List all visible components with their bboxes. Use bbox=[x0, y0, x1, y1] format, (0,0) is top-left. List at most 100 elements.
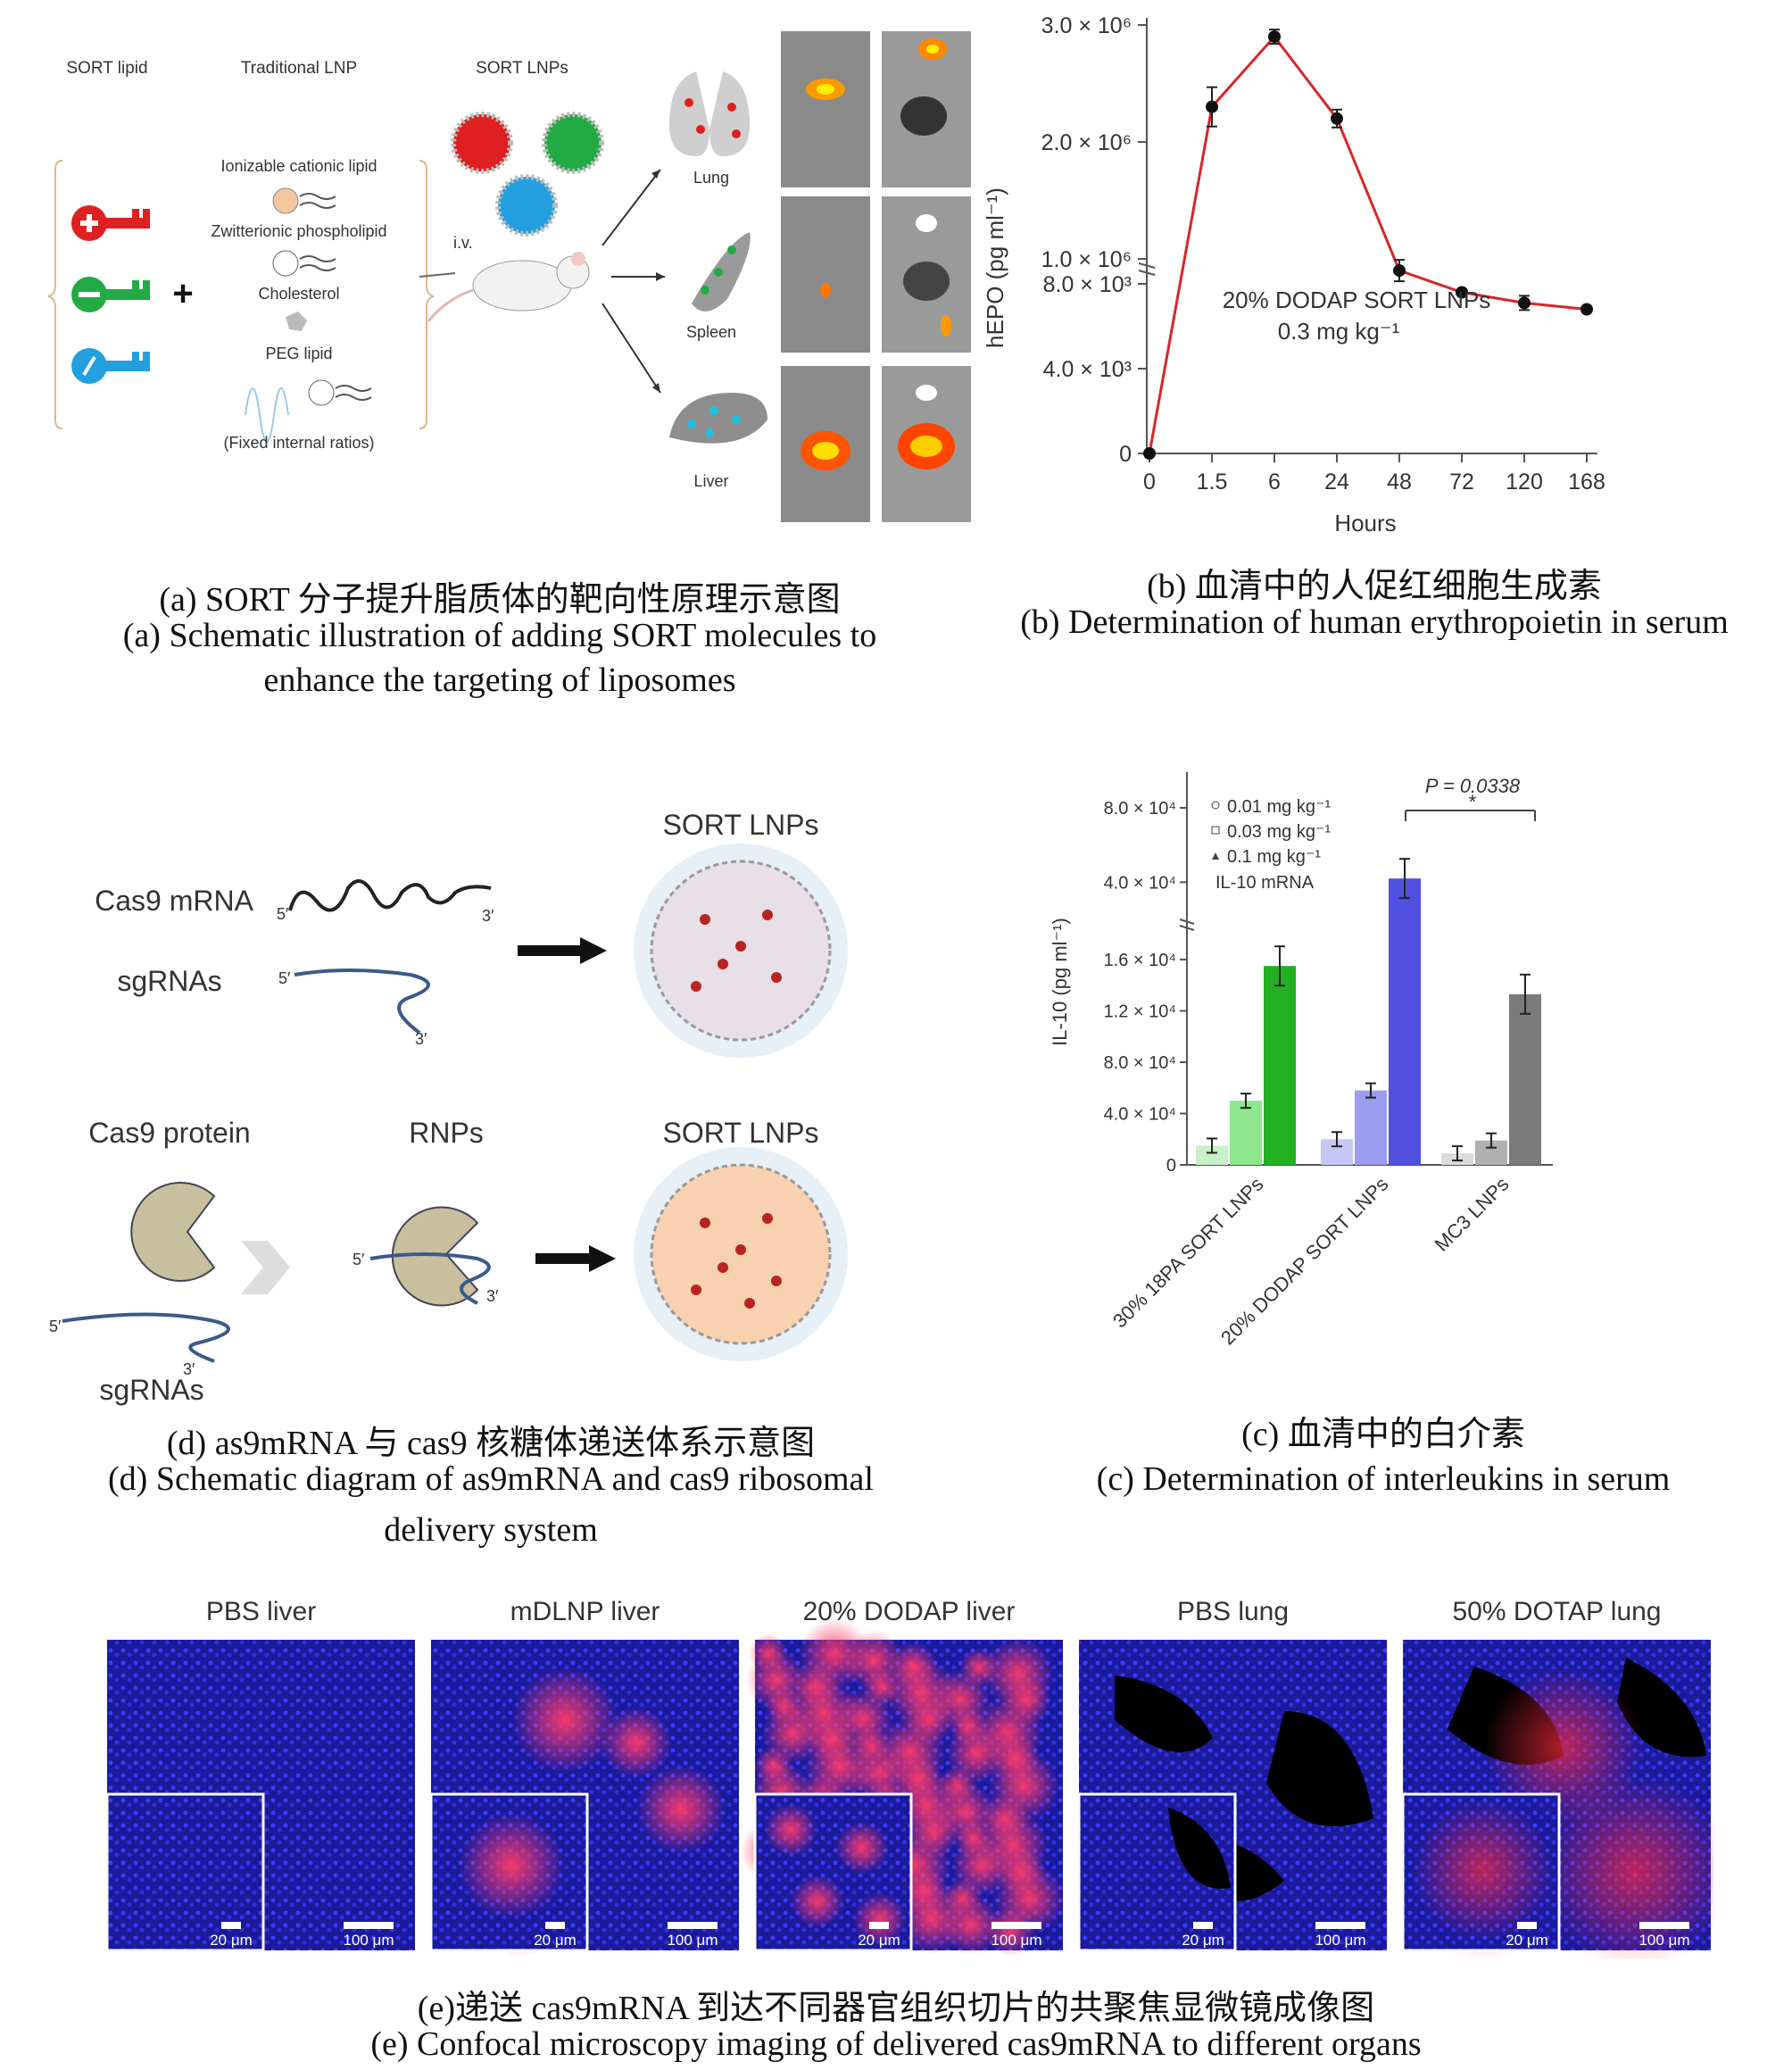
scale-label-small: 20 μm bbox=[858, 1932, 900, 1949]
hepo-ytick-label: 2.0 × 10⁶ bbox=[1041, 130, 1132, 155]
il10-bar bbox=[1264, 966, 1296, 1165]
scale-label-large: 100 μm bbox=[1315, 1932, 1365, 1949]
scale-label-large: 100 μm bbox=[343, 1932, 394, 1949]
prime-3-label-2: 3′ bbox=[415, 1030, 427, 1048]
hepo-ytick-label: 0 bbox=[1119, 442, 1132, 467]
micro-title: PBS liver bbox=[206, 1597, 316, 1626]
caption-c-cn: (c) 血清中的白介素 bbox=[1241, 1416, 1525, 1453]
hepo-xlabel: Hours bbox=[1334, 510, 1396, 536]
sort-lnp-red-icon bbox=[451, 112, 513, 174]
sort-lnp-rnp-icon bbox=[634, 1147, 848, 1361]
caption-c-en: (c) Determination of interleukins in ser… bbox=[1096, 1460, 1671, 1498]
sort-lnp-green-icon bbox=[542, 112, 604, 174]
il10-ytick-label: 8.0 × 10⁴ bbox=[1104, 799, 1176, 819]
liver-icon bbox=[669, 393, 767, 444]
caption-b-cn: (b) 血清中的人促红细胞生成素 bbox=[1147, 568, 1602, 605]
hepo-data-point bbox=[1580, 303, 1593, 316]
prime-3-label-3: 3′ bbox=[183, 1360, 195, 1378]
sort-key-anionic-icon bbox=[71, 277, 150, 312]
prime-5-label-2: 5′ bbox=[278, 969, 291, 987]
cholesterol-label: Cholesterol bbox=[258, 285, 339, 303]
sort-key-neutral-icon bbox=[71, 348, 150, 384]
il10-ytick-label: 1.6 × 10⁴ bbox=[1104, 951, 1176, 970]
il10-bar-chart: IL-10 (pg ml⁻¹) 0 4.0 × 10⁴ 8.0 × 10⁴ 1.2 ×… bbox=[1049, 772, 1553, 1349]
hepo-annotation-1: 20% DODAP SORT LNPs bbox=[1223, 287, 1491, 313]
hepo-xtick-label: 72 bbox=[1449, 470, 1474, 495]
scale-label-large: 100 μm bbox=[1639, 1932, 1689, 1949]
liver-label: Liver bbox=[693, 472, 728, 490]
scale-label-small: 20 μm bbox=[1506, 1932, 1548, 1949]
sort-lnps-label-1: SORT LNPs bbox=[663, 809, 819, 841]
caption-a-en-1: (a) Schematic illustration of adding SOR… bbox=[122, 617, 877, 654]
hepo-xtick-label: 24 bbox=[1324, 470, 1349, 495]
hepo-ytick-label: 1.0 × 10⁶ bbox=[1041, 247, 1132, 272]
hepo-data-point bbox=[1331, 112, 1343, 125]
sgrnas-label-1: sgRNAs bbox=[117, 965, 221, 997]
hepo-data-point bbox=[1206, 100, 1218, 113]
col-traditional-lnp: Traditional LNP bbox=[241, 59, 357, 78]
hepo-ylabel: hEPO (pg ml⁻¹) bbox=[982, 187, 1008, 348]
hepo-data-point bbox=[1268, 30, 1281, 44]
sgrnas-label-2: sgRNAs bbox=[99, 1374, 203, 1406]
scale-label-small: 20 μm bbox=[210, 1932, 253, 1949]
hepo-data-point bbox=[1393, 264, 1406, 278]
col-sort-lnps: SORT LNPs bbox=[476, 59, 568, 78]
zwitterionic-label: Zwitterionic phospholipid bbox=[211, 222, 386, 240]
hepo-xtick-label: 120 bbox=[1506, 470, 1543, 495]
hepo-annotation-2: 0.3 mg kg⁻¹ bbox=[1278, 318, 1400, 345]
cas9-protein-icon bbox=[130, 1182, 216, 1282]
significance-star: * bbox=[1469, 791, 1477, 813]
caption-d-en-1: (d) Schematic diagram of as9mRNA and cas… bbox=[108, 1460, 874, 1498]
micro-title: mDLNP liver bbox=[510, 1597, 660, 1626]
il10-ytick-label: 4.0 × 10⁴ bbox=[1104, 1105, 1176, 1125]
cas9-mrna-label: Cas9 mRNA bbox=[95, 885, 253, 917]
prime-3-label-4: 3′ bbox=[486, 1287, 499, 1305]
prime-5-label-1: 5′ bbox=[277, 905, 289, 923]
caption-d-en-2: delivery system bbox=[384, 1511, 598, 1549]
mouse-icon bbox=[427, 252, 590, 322]
il10-bar bbox=[1509, 993, 1541, 1165]
hepo-xtick-label: 6 bbox=[1268, 470, 1281, 495]
caption-a-cn: (a) SORT 分子提升脂质体的靶向性原理示意图 bbox=[159, 581, 841, 619]
micro-title: 50% DOTAP lung bbox=[1452, 1597, 1661, 1626]
micro-title: PBS lung bbox=[1177, 1597, 1289, 1626]
rnps-label: RNPs bbox=[409, 1117, 484, 1149]
iv-label: i.v. bbox=[453, 234, 473, 252]
spleen-icon bbox=[692, 232, 751, 312]
panel-a-schematic: SORT lipid Traditional LNP SORT LNPs + I… bbox=[47, 31, 971, 522]
il10-ytick-label: 1.2 × 10⁴ bbox=[1104, 1002, 1176, 1022]
il10-bar bbox=[1196, 1145, 1228, 1165]
prime-5-label-3: 5′ bbox=[49, 1318, 62, 1335]
hepo-ytick-label: 3.0 × 10⁶ bbox=[1041, 13, 1132, 38]
fixed-ratio-label: (Fixed internal ratios) bbox=[223, 434, 374, 452]
spleen-label: Spleen bbox=[686, 323, 736, 341]
sort-lnp-mrna-icon bbox=[634, 844, 848, 1058]
lung-icon bbox=[669, 71, 750, 156]
hepo-data-point bbox=[1143, 447, 1156, 460]
hepo-xtick-label: 1.5 bbox=[1197, 470, 1228, 495]
p-value-label: P = 0.0338 bbox=[1425, 775, 1521, 797]
prime-5-label-4: 5′ bbox=[353, 1251, 365, 1268]
il10-bar bbox=[1355, 1090, 1387, 1165]
caption-b-en: (b) Determination of human erythropoieti… bbox=[1020, 603, 1729, 641]
legend-item-2: 0.03 mg kg⁻¹ bbox=[1227, 822, 1332, 842]
caption-a-en-2: enhance the targeting of liposomes bbox=[263, 661, 736, 699]
il10-legend: 0.01 mg kg⁻¹ 0.03 mg kg⁻¹ 0.1 mg kg⁻¹ IL… bbox=[1211, 797, 1332, 893]
plus-icon: + bbox=[172, 274, 193, 313]
legend-item-4: IL-10 mRNA bbox=[1215, 873, 1315, 893]
scale-label-large: 100 μm bbox=[667, 1932, 718, 1949]
peg-label: PEG lipid bbox=[265, 345, 332, 362]
il10-bar bbox=[1230, 1101, 1262, 1165]
ivis-images bbox=[781, 31, 971, 522]
hepo-xtick-label: 168 bbox=[1568, 470, 1605, 495]
prime-3-label-1: 3′ bbox=[482, 907, 494, 925]
il10-ytick-label: 8.0 × 10⁴ bbox=[1104, 1053, 1176, 1073]
scale-label-small: 20 μm bbox=[1182, 1932, 1224, 1949]
caption-e-cn: (e)递送 cas9mRNA 到达不同器官组织切片的共聚焦显微镜成像图 bbox=[417, 1990, 1375, 2027]
caption-e-en: (e) Confocal microscopy imaging of deliv… bbox=[370, 2025, 1422, 2063]
ionizable-label: Ionizable cationic lipid bbox=[220, 157, 377, 175]
il10-ytick-label: 4.0 × 10⁴ bbox=[1104, 873, 1176, 893]
hepo-data-point bbox=[1518, 296, 1531, 310]
hepo-xtick-label: 48 bbox=[1387, 470, 1412, 495]
